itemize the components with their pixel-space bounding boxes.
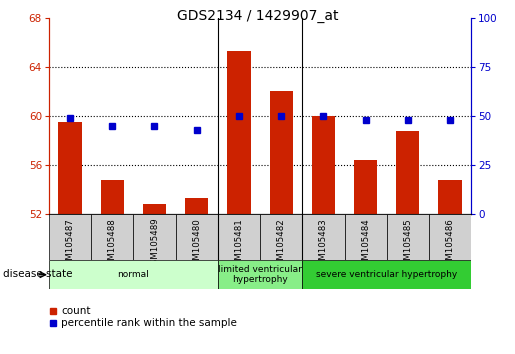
Legend: count, percentile rank within the sample: count, percentile rank within the sample	[49, 306, 237, 328]
Bar	[438, 180, 462, 214]
Bar	[354, 160, 377, 214]
Bar	[185, 198, 209, 214]
Bar	[49, 260, 218, 289]
Bar	[176, 214, 218, 260]
Bar	[302, 260, 471, 289]
Bar	[218, 214, 260, 260]
Bar	[269, 91, 293, 214]
Bar	[58, 122, 82, 214]
Bar	[396, 131, 420, 214]
Text: GSM105486: GSM105486	[445, 218, 455, 270]
Bar	[218, 260, 302, 289]
Text: GSM105484: GSM105484	[361, 218, 370, 270]
Text: GSM105487: GSM105487	[65, 218, 75, 270]
Bar	[345, 214, 387, 260]
Text: GSM105482: GSM105482	[277, 218, 286, 270]
Bar	[91, 214, 133, 260]
Bar	[49, 214, 91, 260]
Text: GSM105483: GSM105483	[319, 218, 328, 270]
Bar	[429, 214, 471, 260]
Bar	[260, 214, 302, 260]
Bar	[387, 214, 429, 260]
Text: disease state: disease state	[3, 269, 72, 279]
Text: GSM105485: GSM105485	[403, 218, 413, 270]
Bar	[227, 51, 251, 214]
Bar	[143, 204, 166, 214]
Text: GSM105488: GSM105488	[108, 218, 117, 270]
Text: GSM105480: GSM105480	[192, 218, 201, 270]
Text: severe ventricular hypertrophy: severe ventricular hypertrophy	[316, 270, 457, 279]
Bar	[312, 116, 335, 214]
Text: normal: normal	[117, 270, 149, 279]
Text: GSM105489: GSM105489	[150, 218, 159, 270]
Text: GSM105481: GSM105481	[234, 218, 244, 270]
Bar	[302, 214, 345, 260]
Bar	[100, 180, 124, 214]
Text: GDS2134 / 1429907_at: GDS2134 / 1429907_at	[177, 9, 338, 23]
Bar	[133, 214, 176, 260]
Text: limited ventricular
hypertrophy: limited ventricular hypertrophy	[218, 265, 302, 284]
